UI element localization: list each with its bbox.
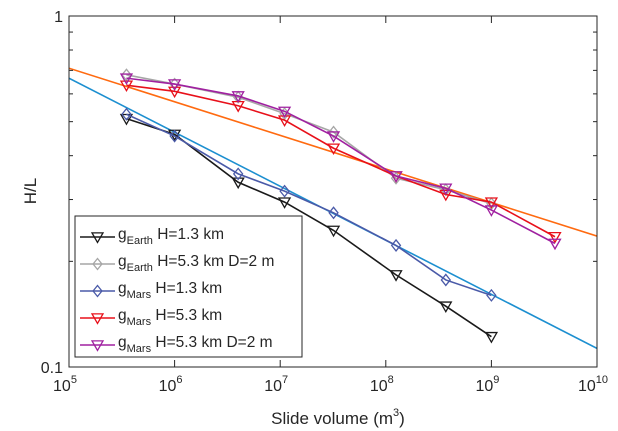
data-point — [167, 79, 182, 91]
data-point — [548, 231, 562, 244]
x-tick-labels: 105 106 107 108 109 1010 — [53, 374, 608, 395]
data-point — [326, 143, 341, 156]
legend-marker — [90, 340, 105, 352]
data-point — [486, 288, 497, 302]
data-point — [326, 131, 341, 143]
data-point — [439, 301, 453, 314]
series-line — [126, 113, 492, 297]
legend-box — [74, 215, 303, 358]
x-axis-label: Slide volume (m3) — [271, 407, 405, 428]
data-point — [232, 167, 244, 181]
y-tick-label: 1 — [54, 9, 63, 26]
data-point — [328, 125, 339, 139]
x-axis-label-sup: 3 — [393, 407, 399, 419]
legend-label: gEarth H=5.3 km D=2 m — [118, 253, 274, 274]
data-point — [548, 238, 562, 251]
data-point — [121, 107, 132, 121]
legend: gEarth H=1.3 km gEarth H=5.3 km D=2 m gMar… — [74, 215, 303, 358]
data-point — [484, 197, 499, 209]
series-5 — [119, 73, 562, 251]
data-point — [279, 184, 290, 198]
data-point — [484, 331, 499, 344]
series-line — [126, 84, 556, 238]
legend-marker — [92, 257, 103, 271]
data-series — [119, 68, 562, 344]
data-point — [277, 106, 292, 119]
axis-ticks — [68, 15, 598, 368]
data-point — [167, 86, 182, 99]
data-point — [277, 197, 292, 209]
data-point — [121, 68, 132, 82]
legend-label: gMars H=5.3 km — [118, 307, 222, 328]
data-point — [439, 189, 453, 202]
data-point — [439, 183, 453, 196]
legend-item: gEarth H=1.3 km — [80, 226, 224, 247]
data-point — [328, 206, 339, 220]
y-axis-label: H/L — [21, 178, 40, 204]
data-point — [389, 270, 403, 282]
legend-marker — [90, 313, 105, 325]
data-point — [440, 273, 452, 287]
x-tick-label: 1010 — [578, 374, 608, 395]
plot-frame — [68, 15, 598, 368]
legend-marker — [90, 232, 105, 244]
legend-marker — [92, 284, 103, 298]
x-tick-label: 107 — [264, 374, 288, 395]
legend-item: gEarth H=5.3 km D=2 m — [80, 253, 274, 274]
data-point — [231, 177, 245, 190]
legend-label: gEarth H=1.3 km — [118, 226, 224, 247]
data-point — [119, 80, 134, 93]
y-tick-label: 0.1 — [41, 360, 63, 377]
series-4 — [119, 80, 562, 244]
legend-item: gMars H=1.3 km — [80, 280, 222, 301]
data-point — [389, 171, 403, 183]
legend-label: gMars H=5.3 km D=2 m — [118, 334, 273, 355]
legend-item: gMars H=5.3 km — [80, 307, 222, 328]
x-tick-label: 106 — [159, 374, 183, 395]
x-tick-label: 108 — [370, 374, 394, 395]
data-point — [169, 129, 180, 143]
series-line — [126, 77, 556, 245]
data-point — [119, 73, 134, 85]
data-point — [326, 225, 341, 238]
y-tick-labels: 0.11 — [41, 9, 63, 377]
x-tick-label: 105 — [53, 374, 77, 395]
data-point — [231, 91, 245, 103]
legend-item: gMars H=5.3 km D=2 m — [80, 334, 273, 355]
series-3 — [121, 107, 497, 302]
data-point — [390, 238, 402, 252]
x-tick-label: 109 — [475, 374, 499, 395]
legend-label: gMars H=1.3 km — [118, 280, 222, 301]
data-point — [484, 205, 499, 217]
x-axis-label-main: Slide volume (m — [271, 409, 393, 428]
x-axis-label-tail: ) — [399, 409, 405, 428]
